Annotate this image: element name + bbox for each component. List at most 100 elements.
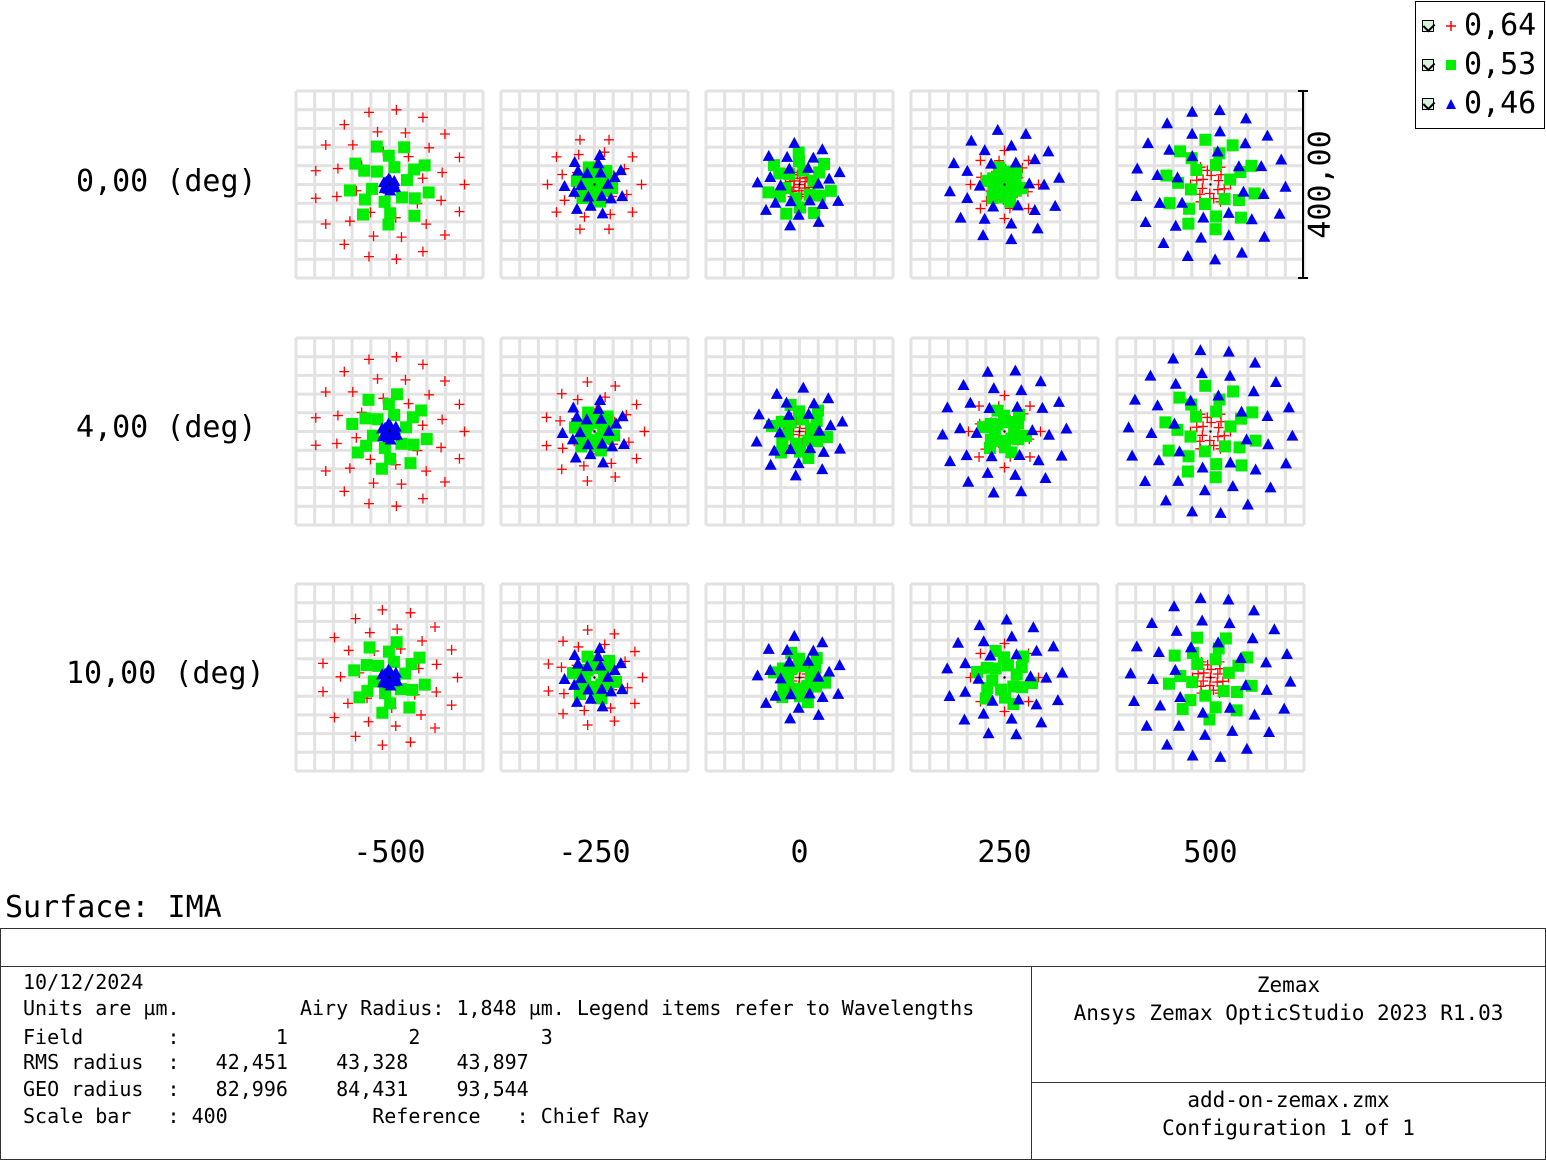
triangle-marker: [575, 179, 588, 191]
plus-marker: [431, 686, 442, 697]
plus-marker: [310, 165, 321, 176]
triangle-marker: [1249, 356, 1262, 368]
triangle-marker: [1222, 229, 1235, 241]
square-marker: [360, 659, 373, 672]
triangle-marker: [802, 654, 815, 666]
triangle-marker: [1035, 716, 1048, 728]
plus-marker: [636, 179, 647, 190]
square-marker: [1184, 694, 1197, 707]
triangle-marker: [1223, 701, 1236, 713]
square-marker: [1182, 217, 1195, 230]
square-marker: [400, 421, 413, 434]
plus-marker: [551, 207, 562, 218]
defocus-label: -250: [558, 835, 630, 870]
triangle-marker: [1128, 393, 1141, 405]
square-marker: [1008, 423, 1021, 436]
square-marker: [1159, 416, 1172, 429]
triangle-marker: [1151, 399, 1164, 411]
checkbox-icon[interactable]: [1422, 20, 1434, 32]
triangle-marker: [1005, 139, 1018, 151]
brand-box: Zemax Ansys Zemax OpticStudio 2023 R1.03: [1032, 967, 1545, 1083]
triangle-marker: [1196, 461, 1209, 473]
plus-marker: [332, 410, 343, 421]
plus-marker: [1204, 435, 1215, 446]
triangle-marker: [1152, 454, 1165, 466]
triangle-marker: [784, 712, 797, 724]
plus-marker: [396, 479, 407, 490]
triangle-marker: [816, 197, 829, 209]
plus-marker: [372, 126, 383, 137]
legend-item-1[interactable]: 0,53: [1422, 47, 1542, 83]
square-marker: [808, 206, 821, 219]
triangle-marker: [781, 643, 794, 655]
plus-marker: [639, 426, 650, 437]
triangle-marker: [1198, 484, 1211, 496]
plus-marker: [572, 394, 583, 405]
square-marker: [991, 418, 1004, 431]
triangle-marker: [1245, 213, 1258, 225]
square-marker: [358, 164, 371, 177]
triangle-marker: [832, 687, 845, 699]
square-marker: [418, 159, 431, 172]
plus-marker: [350, 731, 361, 742]
triangle-marker: [954, 211, 967, 223]
triangle-marker: [617, 437, 630, 449]
triangle-marker: [593, 641, 606, 653]
triangle-marker: [1222, 206, 1235, 218]
triangle-marker: [1280, 648, 1293, 660]
triangle-marker: [1261, 409, 1274, 421]
triangle-marker: [1015, 485, 1028, 497]
square-marker: [366, 182, 379, 195]
triangle-marker: [774, 672, 787, 684]
plus-marker: [377, 740, 388, 751]
triangle-marker: [816, 636, 829, 648]
triangle-marker: [1249, 463, 1262, 475]
plus-marker: [339, 486, 350, 497]
square-marker: [1190, 163, 1203, 176]
triangle-marker: [783, 655, 796, 667]
square-marker: [1226, 139, 1239, 152]
triangle-marker: [802, 161, 815, 173]
legend-item-2[interactable]: 0,46: [1422, 86, 1542, 122]
triangle-marker: [812, 708, 825, 720]
triangle-marker: [1015, 384, 1028, 396]
legend-item-0[interactable]: 0,64: [1422, 8, 1542, 44]
triangle-marker: [987, 200, 1000, 212]
triangle-marker: [1264, 481, 1277, 493]
square-marker: [362, 393, 375, 406]
triangle-marker: [1195, 367, 1208, 379]
triangle-marker: [750, 435, 763, 447]
square-marker: [1191, 657, 1204, 670]
triangle-marker: [1144, 369, 1157, 381]
triangle-marker: [764, 170, 777, 182]
plus-marker: [439, 477, 450, 488]
square-marker: [780, 207, 793, 220]
triangle-marker: [1261, 129, 1274, 141]
triangle-marker: [558, 672, 571, 684]
triangle-marker: [1278, 702, 1291, 714]
plus-marker: [437, 167, 448, 178]
triangle-marker: [783, 162, 796, 174]
square-marker: [1162, 444, 1175, 457]
checkbox-icon[interactable]: [1422, 98, 1434, 110]
info-box: 10/12/2024 Units are µm. Airy Radius: 1,…: [0, 928, 1546, 1160]
triangle-marker: [1052, 395, 1065, 407]
square-marker: [384, 697, 397, 710]
checkbox-icon[interactable]: [1422, 59, 1434, 71]
triangle-marker: [581, 660, 594, 672]
square-marker: [398, 141, 411, 154]
triangle-marker: [836, 415, 849, 427]
plus-marker: [390, 721, 401, 732]
plus-marker: [363, 716, 374, 727]
chief-ray-dot: [388, 676, 391, 679]
square-marker: [1198, 197, 1211, 210]
square-marker: [1007, 680, 1020, 693]
triangle-marker: [1214, 506, 1227, 518]
scale-bar-label: 400,00: [1303, 130, 1338, 238]
triangle-marker: [823, 172, 836, 184]
triangle-marker: [606, 440, 619, 452]
triangle-marker: [601, 670, 614, 682]
square-marker: [403, 701, 416, 714]
plus-marker: [421, 466, 432, 477]
triangle-marker: [1226, 480, 1239, 492]
